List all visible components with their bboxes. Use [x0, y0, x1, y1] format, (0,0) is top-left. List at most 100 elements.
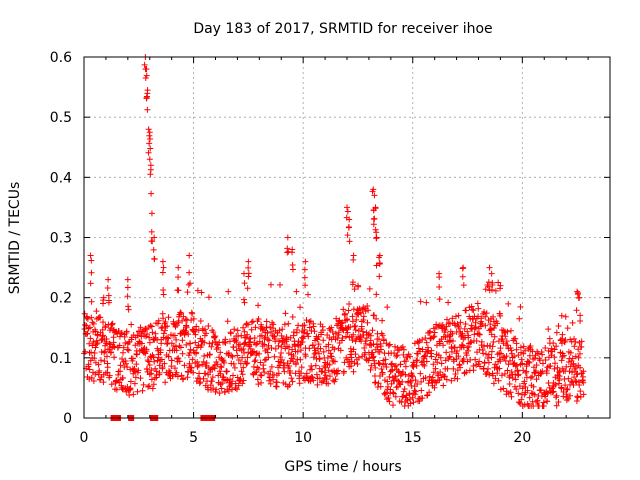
data-point-1000	[358, 323, 365, 330]
data-point-1054	[373, 341, 380, 348]
data-point-1350	[456, 324, 463, 331]
data-point-969	[350, 331, 357, 338]
data-point-1839	[147, 171, 154, 178]
data-point-430	[200, 375, 207, 382]
data-point-869	[322, 364, 329, 371]
data-point-1831	[146, 140, 153, 147]
data-point-1226	[421, 362, 428, 369]
data-point-27	[88, 298, 95, 305]
data-point-1218	[419, 395, 426, 402]
data-point-1703	[553, 329, 560, 336]
data-point-1891	[350, 256, 357, 263]
data-point-664	[265, 354, 272, 361]
data-point-1217	[419, 336, 426, 343]
data-point-1184	[409, 373, 416, 380]
data-point-100	[108, 381, 115, 388]
data-point-169	[127, 378, 134, 385]
data-point-979	[352, 327, 359, 334]
data-point-1454	[484, 355, 491, 362]
data-point-861	[320, 337, 327, 344]
data-point-634	[257, 372, 264, 379]
data-point-958	[347, 351, 354, 358]
data-point-1091	[384, 304, 391, 311]
data-point-1698	[552, 381, 559, 388]
data-point-1928	[488, 270, 495, 277]
data-point-41	[92, 344, 99, 351]
data-point-1942	[574, 290, 581, 297]
data-point-968	[349, 318, 356, 325]
data-point-918	[335, 329, 342, 336]
data-point-966	[349, 337, 356, 344]
data-point-65	[98, 337, 105, 344]
data-point-69	[100, 332, 107, 339]
data-point-1247	[427, 335, 434, 342]
data-point-106	[110, 334, 117, 341]
data-point-1234	[423, 358, 430, 365]
data-point-1899	[369, 188, 376, 195]
data-point-1189	[411, 361, 418, 368]
data-point-1815	[124, 293, 131, 300]
data-point-1294	[440, 382, 447, 389]
data-point-711	[278, 332, 285, 339]
data-point-1817	[141, 61, 148, 68]
data-point-109	[111, 354, 118, 361]
data-point-676	[268, 363, 275, 370]
data-point-1149	[399, 393, 406, 400]
data-point-1021	[364, 319, 371, 326]
data-point-1345	[454, 375, 461, 382]
data-point-203	[137, 324, 144, 331]
data-point-465	[210, 385, 217, 392]
data-point-1918	[436, 296, 443, 303]
data-point-133	[118, 330, 125, 337]
data-point-1408	[472, 356, 479, 363]
data-point-673	[267, 281, 274, 288]
data-point-1850	[160, 286, 167, 293]
data-point-1467	[488, 354, 495, 361]
data-point-236	[146, 371, 153, 378]
data-point-279	[158, 325, 165, 332]
data-point-1851	[160, 264, 167, 271]
data-point-1500	[497, 345, 504, 352]
data-point-816	[307, 378, 314, 385]
data-point-320	[169, 372, 176, 379]
data-point-1843	[148, 228, 155, 235]
data-point-936	[340, 368, 347, 375]
data-point-709	[278, 349, 285, 356]
data-point-327	[171, 365, 178, 372]
data-point-674	[268, 328, 275, 335]
data-point-751	[289, 378, 296, 385]
data-point-1068	[377, 383, 384, 390]
data-point-1921	[460, 282, 467, 289]
data-point-1398	[469, 306, 476, 313]
data-point-1798	[580, 368, 587, 375]
y-tick-label-1: 0.1	[50, 351, 72, 367]
data-point-860	[319, 327, 326, 334]
data-point-1160	[403, 358, 410, 365]
data-point-410	[194, 287, 201, 294]
data-point-437	[202, 370, 209, 377]
data-point-1947	[575, 294, 582, 301]
data-point-960	[347, 345, 354, 352]
data-point-163	[126, 392, 133, 399]
data-point-234	[146, 334, 153, 341]
data-point-1656	[540, 402, 547, 409]
data-point-902	[331, 346, 338, 353]
data-point-368	[183, 341, 190, 348]
data-point-1587	[521, 401, 528, 408]
data-point-1020	[364, 302, 371, 309]
data-point-131	[117, 362, 124, 369]
data-point-618	[252, 324, 259, 331]
data-point-440	[203, 330, 210, 337]
data-point-50	[94, 332, 101, 339]
data-point-891	[328, 353, 335, 360]
data-point-1045	[371, 312, 378, 319]
data-point-912	[334, 370, 341, 377]
data-point-1291	[439, 321, 446, 328]
data-point-375	[185, 331, 192, 338]
data-point-954	[346, 301, 353, 308]
data-point-1524	[504, 328, 511, 335]
data-point-1092	[384, 378, 391, 385]
data-point-101	[108, 321, 115, 328]
data-point-737	[285, 350, 292, 357]
